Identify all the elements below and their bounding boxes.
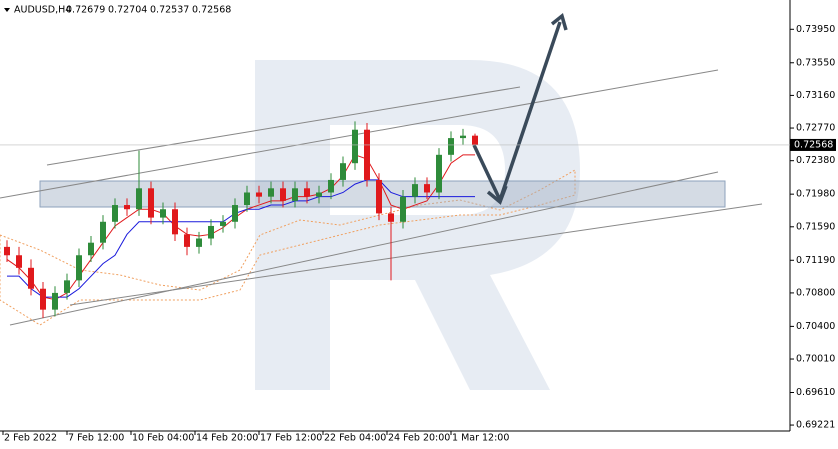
ohlc-high: 0.72704 (108, 5, 147, 16)
candle-body (136, 188, 142, 210)
candle-body (304, 188, 310, 197)
candle-body (352, 129, 358, 164)
candle-body (280, 188, 286, 201)
candle-body (52, 292, 58, 310)
candle-body (4, 246, 10, 256)
x-tick-label: 7 Feb 12:00 (68, 433, 124, 444)
candle-body (256, 192, 262, 197)
x-tick-label: 22 Feb 04:00 (324, 433, 386, 444)
candle-body (292, 188, 298, 201)
y-tick-label: 0.73550 (796, 57, 835, 68)
candle-body (424, 184, 430, 193)
trend-line (0, 69, 719, 199)
trend-line (46, 86, 521, 166)
plot-area (4, 121, 478, 319)
candle-body (232, 205, 238, 222)
candle-body (76, 255, 82, 281)
arrow-head (550, 12, 568, 31)
y-tick-label: 0.72380 (796, 155, 835, 166)
candle-body (376, 179, 382, 214)
y-tick-label: 0.71190 (796, 255, 835, 266)
candle-body (112, 205, 118, 222)
candle-body (472, 135, 478, 145)
candle-body (436, 154, 442, 193)
candle-body (160, 209, 166, 218)
y-tick-label: 0.69221 (796, 420, 835, 431)
y-tick-label: 0.72770 (796, 123, 835, 134)
candle-body (364, 129, 370, 180)
candle-body (316, 192, 322, 197)
candle-body (16, 255, 22, 268)
symbol: AUDUSD,H4 (14, 5, 71, 16)
y-tick-label: 0.71590 (796, 221, 835, 232)
candle-body (172, 209, 178, 235)
candle-body (328, 179, 334, 193)
candle-body (208, 225, 214, 239)
y-tick-label: 0.73160 (796, 90, 835, 101)
y-tick-label: 0.73950 (796, 24, 835, 35)
ohlc-low: 0.72537 (150, 5, 189, 16)
x-tick-label: 2 Feb 2022 (4, 433, 57, 444)
candle-body (268, 188, 274, 197)
candle-body (64, 280, 70, 293)
candle-body (220, 221, 226, 226)
candle-body (244, 192, 250, 206)
indicator-line (7, 179, 475, 298)
x-tick-label: 14 Feb 20:00 (196, 433, 258, 444)
y-tick-label: 0.70400 (796, 321, 835, 332)
candle-body (412, 184, 418, 197)
candle-body (28, 267, 34, 289)
y-tick-label: 0.70800 (796, 287, 835, 298)
candle-body (448, 138, 454, 155)
ohlc-open: 0.72679 (66, 5, 105, 16)
x-tick-label: 17 Feb 12:00 (260, 433, 322, 444)
y-tick-label: 0.71980 (796, 189, 835, 200)
menu-triangle (4, 8, 10, 12)
watermark (255, 60, 580, 390)
y-tick-label: 0.69610 (796, 387, 835, 398)
candle-body (184, 234, 190, 247)
arrow-head (486, 185, 508, 205)
price-tag-label: 0.72568 (794, 139, 833, 150)
candle-body (400, 196, 406, 222)
x-tick-label: 1 Mar 12:00 (452, 433, 509, 444)
candle-body (460, 135, 466, 139)
price-tag (790, 138, 836, 151)
trend-line (69, 203, 763, 306)
trend-line (9, 171, 719, 326)
y-tick-label: 0.70010 (796, 354, 835, 365)
ichimoku-cloud (0, 169, 576, 326)
candle-body (88, 242, 94, 256)
candle-body (340, 163, 346, 180)
candle-body (124, 205, 130, 210)
candle-body (196, 238, 202, 247)
candle-body (388, 213, 394, 222)
candle-body (100, 221, 106, 243)
candle-body (40, 288, 46, 310)
x-tick-label: 24 Feb 20:00 (388, 433, 450, 444)
candle-body (148, 188, 154, 218)
x-tick-label: 10 Feb 04:00 (132, 433, 194, 444)
ohlc-close: 0.72568 (192, 5, 231, 16)
support-zone (39, 180, 726, 208)
indicator-line (6, 154, 475, 301)
